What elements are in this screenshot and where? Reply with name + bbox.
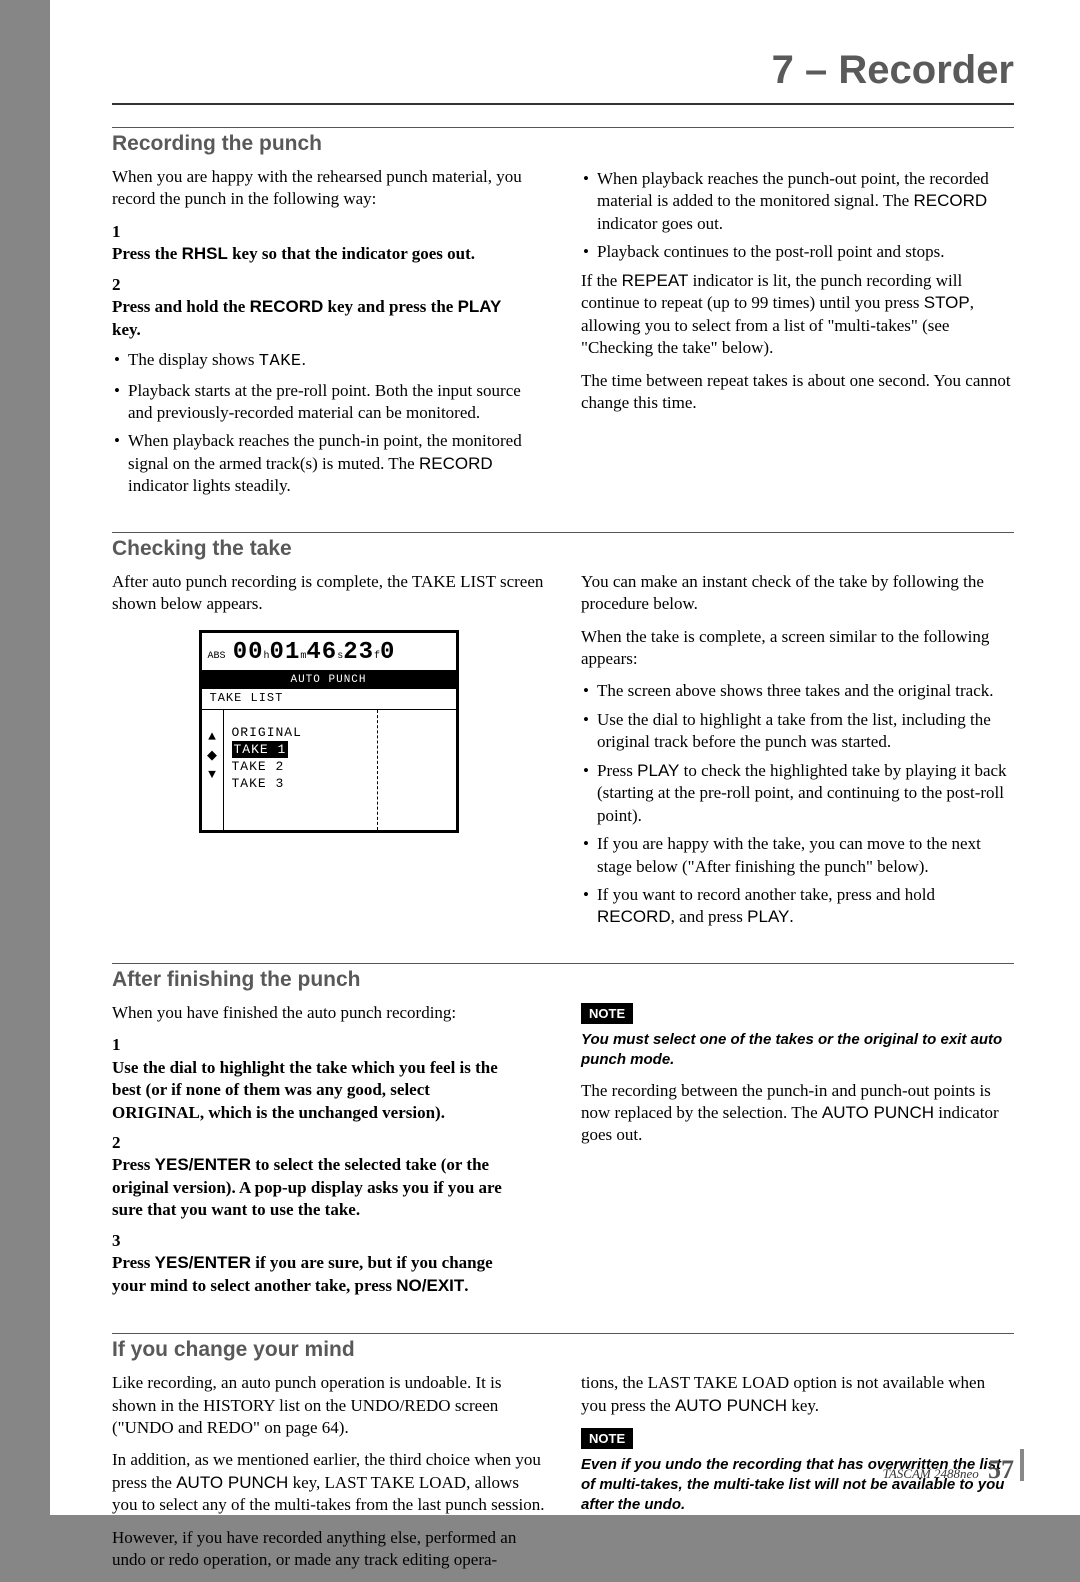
lcd-list-item: ORIGINAL [232, 724, 450, 741]
step-3: 3 Press YES/ENTER if you are sure, but i… [112, 1230, 545, 1297]
paragraph: However, if you have recorded anything e… [112, 1527, 545, 1572]
lcd-list-item: TAKE 1 [232, 741, 450, 758]
paragraph: tions, the LAST TAKE LOAD option is not … [581, 1372, 1014, 1417]
section-heading: Checking the take [112, 532, 1014, 561]
chapter-title: 7 – Recorder [112, 48, 1014, 93]
right-column: When playback reaches the punch-out poin… [581, 166, 1014, 504]
footer-accent-bar [1020, 1449, 1024, 1481]
divider [112, 103, 1014, 105]
section-heading: If you change your mind [112, 1333, 1014, 1362]
paragraph: In addition, as we mentioned earlier, th… [112, 1449, 545, 1516]
lcd-scroll-arrows: ▲ ◆ ▼ [202, 710, 224, 830]
step-2: 2 Press YES/ENTER to select the selected… [112, 1132, 545, 1222]
paragraph: When you have finished the auto punch re… [112, 1002, 545, 1024]
note-text: You must select one of the takes or the … [581, 1030, 1014, 1070]
paragraph: When you are happy with the rehearsed pu… [112, 166, 545, 211]
manual-page: 7 – Recorder Recording the punch When yo… [50, 0, 1080, 1515]
left-column: After auto punch recording is complete, … [112, 571, 545, 935]
right-column: You can make an instant check of the tak… [581, 571, 1014, 935]
paragraph: The recording between the punch-in and p… [581, 1080, 1014, 1147]
note-badge: NOTE [581, 1003, 633, 1024]
list-item: If you want to record another take, pres… [581, 884, 1014, 929]
lcd-list-item: TAKE 2 [232, 758, 450, 775]
left-column: When you have finished the auto punch re… [112, 1002, 545, 1305]
paragraph: If the REPEAT indicator is lit, the punc… [581, 270, 1014, 360]
bullet-list: The display shows TAKE. Playback starts … [112, 349, 545, 498]
paragraph: After auto punch recording is complete, … [112, 571, 545, 616]
section-heading: After finishing the punch [112, 963, 1014, 992]
left-column: Like recording, an auto punch operation … [112, 1372, 545, 1582]
paragraph: You can make an instant check of the tak… [581, 571, 1014, 616]
paragraph: Like recording, an auto punch operation … [112, 1372, 545, 1439]
list-item: The screen above shows three takes and t… [581, 680, 1014, 702]
section-after-finishing-the-punch: After finishing the punch When you have … [112, 963, 1014, 1305]
lcd-take-list: ORIGINAL TAKE 1 TAKE 2 TAKE 3 [224, 710, 456, 830]
footer-model: TASCAM 2488neo [883, 1466, 979, 1481]
lcd-subtitle: TAKE LIST [202, 689, 456, 710]
lcd-screenshot: ABS 00h01m46s23f0 AUTO PUNCH TAKE LIST ▲… [199, 630, 459, 833]
step-1: 1 Use the dial to highlight the take whi… [112, 1034, 545, 1124]
lcd-dashed-divider [377, 710, 378, 830]
arrow-down-icon: ▼ [208, 766, 216, 783]
section-heading: Recording the punch [112, 127, 1014, 156]
list-item: When playback reaches the punch-in point… [112, 430, 545, 497]
right-column: NOTE You must select one of the takes or… [581, 1002, 1014, 1305]
cursor-icon: ◆ [207, 747, 217, 764]
bullet-list: When playback reaches the punch-out poin… [581, 168, 1014, 264]
page-footer: TASCAM 2488neo 57 [883, 1455, 1014, 1485]
left-column: When you are happy with the rehearsed pu… [112, 166, 545, 504]
list-item: When playback reaches the punch-out poin… [581, 168, 1014, 235]
step-2: 2 Press and hold the RECORD key and pres… [112, 274, 545, 341]
section-checking-the-take: Checking the take After auto punch recor… [112, 532, 1014, 935]
list-item: The display shows TAKE. [112, 349, 545, 373]
paragraph: When the take is complete, a screen simi… [581, 626, 1014, 671]
step-1: 1 Press the RHSL key so that the indicat… [112, 221, 545, 266]
list-item: If you are happy with the take, you can … [581, 833, 1014, 878]
list-item: Use the dial to highlight a take from th… [581, 709, 1014, 754]
lcd-mode-bar: AUTO PUNCH [202, 672, 456, 689]
note-badge: NOTE [581, 1428, 633, 1449]
paragraph: The time between repeat takes is about o… [581, 370, 1014, 415]
list-item: Playback starts at the pre-roll point. B… [112, 380, 545, 425]
section-recording-the-punch: Recording the punch When you are happy w… [112, 127, 1014, 504]
bullet-list: The screen above shows three takes and t… [581, 680, 1014, 928]
lcd-timecode: ABS 00h01m46s23f0 [202, 633, 456, 673]
lcd-list-item: TAKE 3 [232, 775, 450, 792]
list-item: Press PLAY to check the highlighted take… [581, 760, 1014, 827]
arrow-up-icon: ▲ [208, 728, 216, 745]
page-number: 57 [988, 1455, 1014, 1484]
list-item: Playback continues to the post-roll poin… [581, 241, 1014, 263]
section-if-you-change-your-mind: If you change your mind Like recording, … [112, 1333, 1014, 1582]
